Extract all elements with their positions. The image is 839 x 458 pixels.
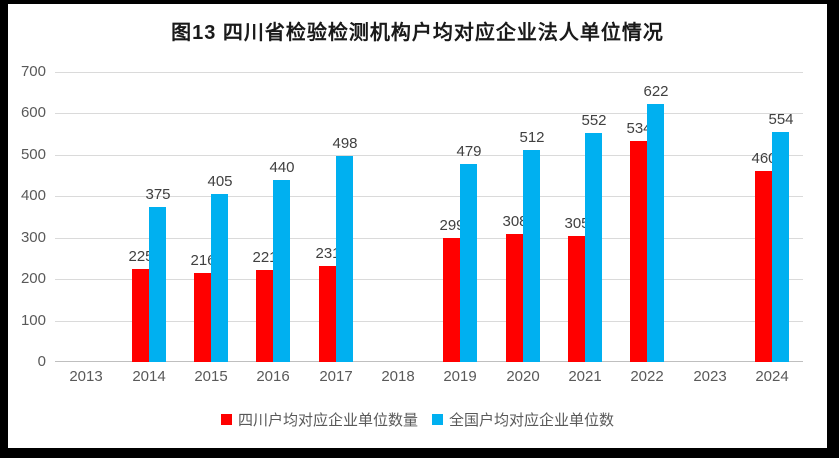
y-axis-tick-500: 500 (20, 146, 46, 163)
gridline-600 (55, 113, 803, 114)
x-axis-label-2019: 2019 (443, 368, 477, 385)
x-axis-label-2015: 2015 (194, 368, 228, 385)
legend-swatch-red-square (220, 414, 232, 425)
bar-value-label-s0-2024: 460 (751, 150, 777, 167)
y-axis-tick-600: 600 (20, 104, 46, 121)
bar-value-label-s1-2015: 405 (207, 173, 233, 190)
legend-swatch-blue-square (432, 414, 443, 425)
bar-s0-2015 (194, 273, 211, 362)
legend: 四川户均对应企业单位数量 全国户均对应企业单位数 (8, 409, 827, 430)
bar-s0-2017 (319, 266, 336, 362)
bar-s1-2020 (523, 150, 540, 362)
x-axis-label-2022: 2022 (630, 368, 664, 385)
legend-item-sichuan: 四川户均对应企业单位数量 (220, 409, 418, 430)
x-axis-label-2021: 2021 (568, 368, 602, 385)
y-axis-tick-0: 0 (37, 353, 46, 370)
y-axis-tick-200: 200 (20, 270, 46, 287)
gridline-200 (55, 279, 803, 280)
y-axis-tick-400: 400 (20, 187, 46, 204)
y-axis-tick-700: 700 (20, 63, 46, 80)
bar-value-label-s1-2020: 512 (519, 129, 545, 146)
plot-area: 225 375 216 405 221 440 231 498 299 479 308 512 305 5… (55, 72, 803, 362)
gridline-500 (55, 155, 803, 156)
gridline-700 (55, 72, 803, 73)
bar-s1-2021 (585, 133, 602, 362)
x-axis-label-2020: 2020 (506, 368, 540, 385)
gridline-100 (55, 321, 803, 322)
bar-value-label-s0-2017: 231 (315, 245, 341, 262)
x-axis-label-2018: 2018 (381, 368, 415, 385)
chart-title: 图13 四川省检验检测机构户均对应企业法人单位情况 (171, 22, 664, 44)
bar-value-label-s1-2024: 554 (768, 111, 794, 128)
bar-s0-2020 (506, 234, 523, 362)
bar-s1-2014 (149, 207, 166, 362)
gridline-300 (55, 238, 803, 239)
bar-s1-2016 (273, 180, 290, 362)
bar-s1-2019 (460, 164, 477, 362)
y-axis-tick-100: 100 (20, 312, 46, 329)
bar-value-label-s0-2014: 225 (128, 248, 154, 265)
bar-s0-2019 (443, 238, 460, 362)
bar-s1-2022 (647, 104, 664, 362)
bar-value-label-s0-2021: 305 (564, 215, 590, 232)
x-axis-label-2023: 2023 (693, 368, 727, 385)
x-axis-label-2014: 2014 (132, 368, 166, 385)
x-axis-label-2024: 2024 (755, 368, 789, 385)
bar-value-label-s1-2022: 622 (643, 83, 669, 100)
legend-label-national: 全国户均对应企业单位数 (449, 412, 615, 429)
bar-value-label-s1-2014: 375 (145, 186, 171, 203)
bar-value-label-s0-2019: 299 (439, 217, 465, 234)
x-axis-label-2017: 2017 (319, 368, 353, 385)
bar-s0-2022 (630, 141, 647, 362)
bar-value-label-s0-2015: 216 (190, 252, 216, 269)
y-axis-tick-300: 300 (20, 229, 46, 246)
bar-s0-2014 (132, 269, 149, 362)
bar-value-label-s1-2016: 440 (269, 159, 295, 176)
x-axis-label-2013: 2013 (69, 368, 103, 385)
gridline-400 (55, 196, 803, 197)
bar-s0-2024 (755, 171, 772, 362)
bar-s1-2024 (772, 132, 789, 362)
bar-value-label-s1-2021: 552 (581, 112, 607, 129)
chart-canvas: 图13 四川省检验检测机构户均对应企业法人单位情况 225 375 216 405 22… (8, 4, 827, 448)
legend-item-national: 全国户均对应企业单位数 (432, 409, 614, 430)
x-axis-label-2016: 2016 (256, 368, 290, 385)
bar-value-label-s1-2019: 479 (456, 143, 482, 160)
bar-value-label-s1-2017: 498 (332, 135, 358, 152)
bar-s1-2015 (211, 194, 228, 362)
bar-s1-2017 (336, 156, 353, 362)
x-axis-line (55, 361, 803, 362)
bar-value-label-s0-2016: 221 (252, 249, 278, 266)
bar-s0-2016 (256, 270, 273, 362)
legend-label-sichuan: 四川户均对应企业单位数量 (237, 412, 418, 429)
bar-value-label-s0-2022: 534 (626, 120, 652, 137)
bar-s0-2021 (568, 236, 585, 362)
bar-value-label-s0-2020: 308 (502, 213, 528, 230)
